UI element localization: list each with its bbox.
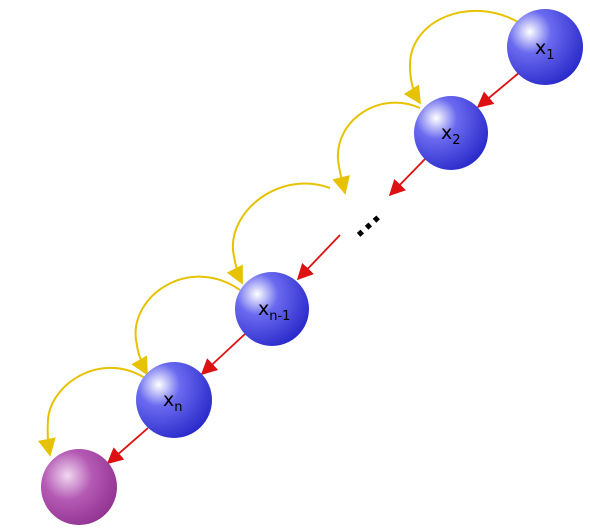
node-label: xn: [163, 389, 183, 415]
forward-edge-x1-x2: [476, 71, 521, 109]
node-label: xn-1: [258, 298, 290, 324]
node-circle: [235, 272, 309, 346]
node-circle: [136, 362, 212, 438]
forward-edges: [106, 71, 521, 465]
node-label: x1: [535, 37, 555, 63]
skip-edge-ellipsis: [226, 182, 331, 285]
skip-edge-x2: [332, 101, 421, 195]
node-end: [41, 449, 117, 525]
node-x2: x2: [414, 96, 488, 170]
node-xn-1: xn-1: [235, 272, 309, 346]
skip-edge-x1: [403, 9, 519, 105]
forward-edge-xn-1-xn: [200, 333, 246, 376]
node-xn: xn: [136, 362, 212, 438]
forward-edge-x2-ellipsis: [388, 158, 426, 197]
node-circle: [41, 449, 117, 525]
skip-edges: [37, 9, 519, 457]
forward-edge-xn-end: [106, 427, 149, 465]
skip-edge-xn-1: [131, 275, 241, 376]
node-x1: x1: [507, 9, 583, 85]
skip-edge-xn: [37, 366, 146, 457]
ellipsis: ...: [341, 198, 387, 244]
node-circle: [414, 96, 488, 170]
node-circle: [507, 9, 583, 85]
node-label: x2: [441, 122, 461, 148]
forward-edge-ellipsis-xn-1: [296, 234, 341, 281]
